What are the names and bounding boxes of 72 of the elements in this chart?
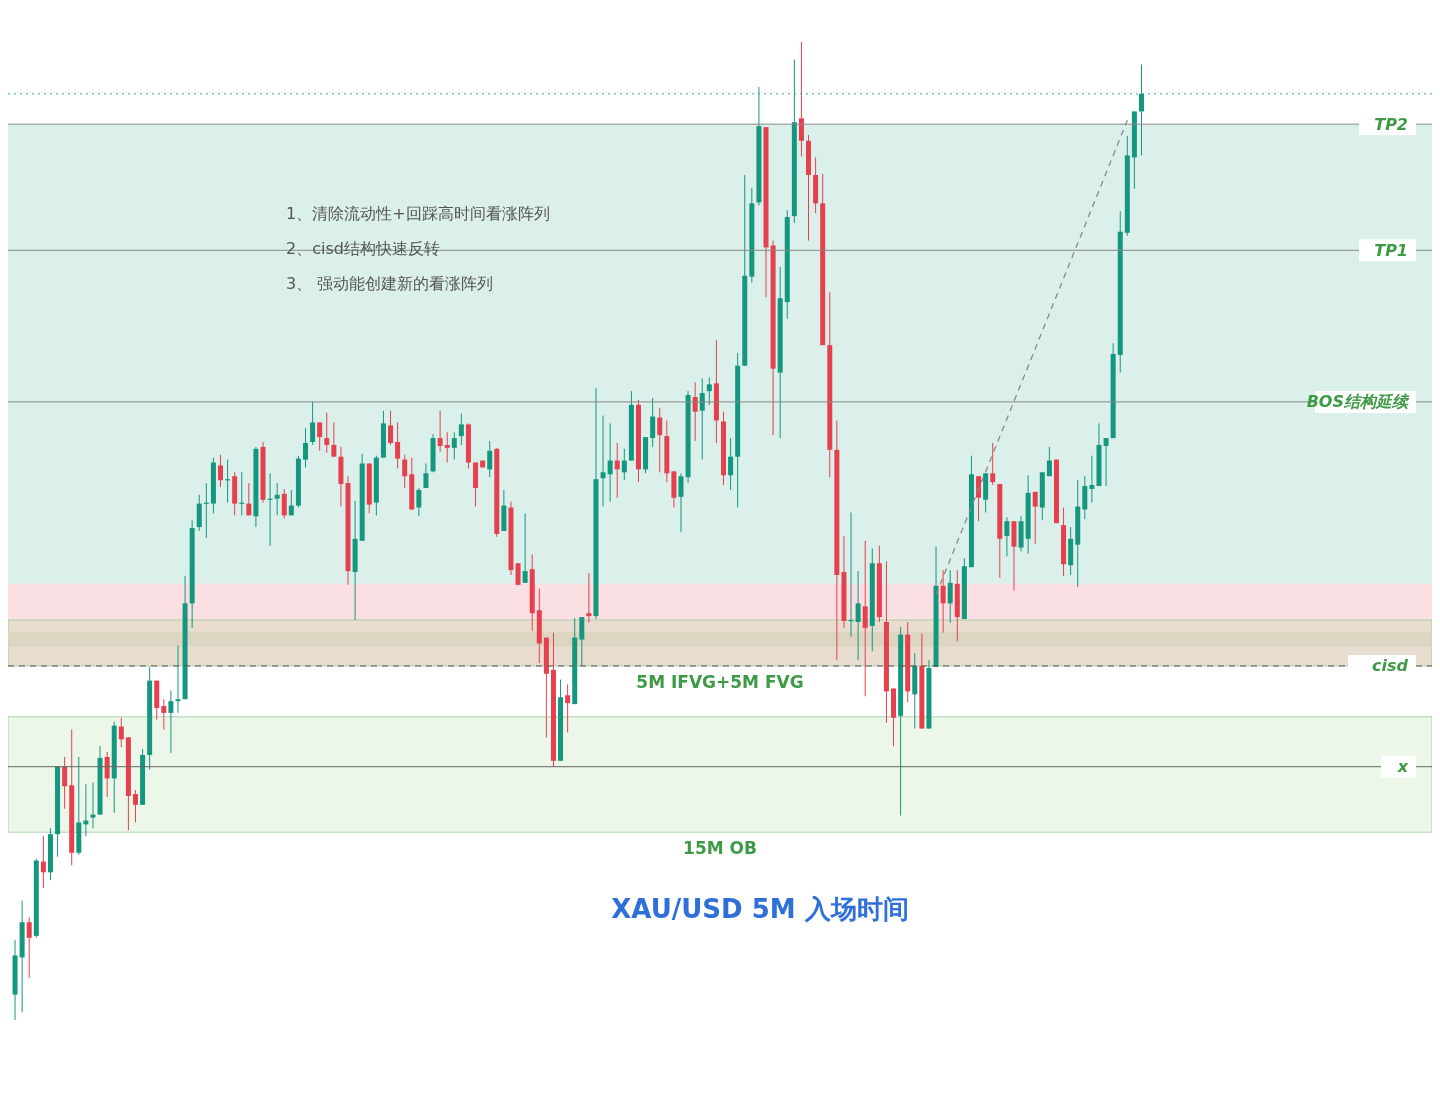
candlestick [650, 397, 656, 448]
candlestick [600, 415, 606, 508]
candlestick [579, 616, 585, 667]
candlestick [26, 916, 32, 979]
annotation: 1、清除流动性+回踩高时间看涨阵列 [286, 204, 550, 225]
candlestick [246, 482, 252, 516]
annotation: 3、 强动能创建新的看涨阵列 [286, 274, 494, 295]
candlestick [423, 463, 429, 489]
candlestick [855, 570, 861, 661]
candlestick [699, 377, 705, 461]
candlestick [402, 454, 408, 489]
candlestick [976, 475, 982, 522]
candlestick [940, 569, 946, 634]
candlestick [657, 407, 663, 473]
candlestick [168, 689, 174, 754]
candlestick [324, 412, 330, 454]
candlestick [303, 427, 309, 468]
candlestick [83, 783, 89, 837]
candlestick [607, 422, 613, 503]
candlestick [132, 789, 138, 823]
text: XAU/USD 5M 入场时间 [610, 893, 910, 926]
candlestick [487, 440, 493, 478]
candlestick [1046, 446, 1052, 477]
band-label: 5M IFVG+5M FVG [636, 672, 804, 693]
candlestick [118, 717, 124, 748]
candlestick [161, 698, 167, 731]
candlestick [40, 835, 46, 889]
candlestick [706, 376, 712, 406]
ref-line-label: BOS结构延续 [1306, 392, 1410, 412]
candlestick [947, 569, 953, 624]
candlestick [444, 431, 450, 464]
candlestick [565, 684, 571, 733]
band-label: 15M OB [683, 838, 757, 859]
candlestick [218, 454, 223, 488]
candlestick [1082, 475, 1088, 520]
ref-line-label: x [1396, 757, 1409, 777]
candlestick [395, 421, 401, 469]
candlestick [331, 421, 337, 458]
annotation: 2、cisd结构快速反转 [286, 239, 440, 260]
candlestick [288, 489, 294, 516]
candlestick [175, 644, 181, 714]
candlestick [1032, 491, 1038, 545]
candlestick [281, 488, 287, 519]
candlestick [62, 756, 68, 810]
candlestick [451, 431, 457, 461]
ref-line-label: TP1 [1374, 240, 1408, 260]
candlestick [416, 487, 422, 517]
candlestick [614, 442, 620, 499]
candlestick [388, 410, 394, 446]
candlestick [515, 562, 521, 586]
candlestick [1089, 455, 1095, 504]
candlestick [678, 472, 684, 533]
candlestick [458, 413, 464, 446]
ref-line-label: cisd [1372, 656, 1409, 676]
candlestick [196, 494, 202, 532]
candlestick [728, 437, 734, 491]
candlestick [1103, 437, 1109, 487]
candlestick [621, 448, 627, 481]
candlestick [990, 442, 996, 486]
candlestick [1138, 63, 1144, 156]
candlestick [274, 482, 280, 516]
candlestick [310, 401, 316, 446]
candlestick [798, 42, 804, 157]
candlestick [437, 410, 443, 453]
candlestick [522, 512, 528, 584]
candlestick [104, 751, 110, 798]
ref-line-label: TP2 [1374, 114, 1408, 134]
candlestick [586, 572, 592, 624]
candlestick [862, 540, 868, 697]
candlestick [317, 421, 323, 452]
candlestick [90, 781, 96, 829]
candlestick [1004, 516, 1010, 557]
